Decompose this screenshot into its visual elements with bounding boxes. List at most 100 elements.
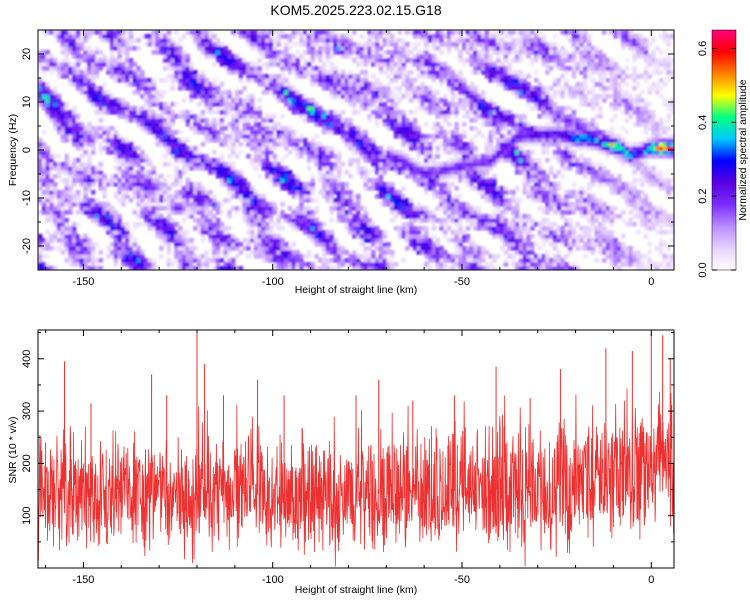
heatmap-cell [473, 58, 478, 63]
heatmap-cell [439, 110, 444, 115]
heatmap-cell [382, 250, 387, 255]
heatmap-cell [242, 210, 247, 215]
heatmap-cell [181, 246, 187, 251]
heatmap-cell [321, 262, 327, 267]
heatmap-cell [117, 78, 122, 83]
heatmap-cell [178, 190, 183, 195]
heatmap-cell [83, 86, 88, 91]
heatmap-cell [374, 226, 380, 231]
heatmap-cell [503, 194, 509, 199]
heatmap-cell [268, 210, 274, 215]
heatmap-cell [151, 126, 156, 131]
heatmap-cell [518, 250, 524, 255]
heatmap-cell [238, 206, 244, 211]
heatmap-cell [412, 86, 418, 91]
heatmap-cell [518, 134, 524, 139]
heatmap-cell [386, 114, 391, 119]
heatmap-cell [276, 82, 281, 87]
heatmap-cell [303, 186, 308, 191]
heatmap-cell [480, 246, 486, 251]
heatmap-cell [318, 118, 323, 123]
heatmap-cell [132, 118, 138, 123]
heatmap-cell [181, 114, 187, 119]
heatmap-cell [128, 30, 134, 35]
heatmap-cell [518, 130, 524, 135]
heatmap-cell [212, 50, 217, 55]
heatmap-cell [147, 194, 153, 199]
heatmap-cell [409, 82, 414, 87]
heatmap-cell [174, 54, 179, 59]
heatmap-cell [484, 34, 490, 39]
heatmap-cell [499, 218, 505, 223]
heatmap-cell [181, 206, 187, 211]
heatmap-cell [136, 82, 141, 87]
heatmap-cell [189, 246, 194, 251]
heatmap-cell [420, 206, 425, 211]
heatmap-cell [280, 210, 285, 215]
heatmap-cell [140, 170, 145, 175]
heatmap-cell [367, 234, 372, 239]
heatmap-cell [204, 34, 209, 39]
heatmap-cell [462, 90, 467, 95]
heatmap-cell [276, 74, 281, 79]
heatmap-cell [484, 70, 490, 75]
heatmap-cell [284, 174, 289, 179]
heatmap-cell [166, 126, 172, 131]
heatmap-cell [215, 122, 221, 127]
heatmap-cell [427, 134, 433, 139]
heatmap-cell [303, 190, 308, 195]
heatmap-cell [75, 142, 81, 147]
heatmap-cell [503, 198, 509, 203]
heatmap-cell [443, 202, 448, 207]
heatmap-cell [503, 78, 509, 83]
heatmap-cell [193, 186, 198, 191]
heatmap-cell [121, 162, 126, 167]
heatmap-cell [484, 38, 490, 43]
heatmap-cell [140, 106, 145, 111]
heatmap-cell [352, 250, 357, 255]
heatmap-cell [53, 186, 58, 191]
heatmap-cell [41, 94, 47, 99]
heatmap-cell [397, 150, 403, 155]
heatmap-cell [155, 102, 160, 107]
heatmap-cell [450, 138, 456, 143]
heatmap-cell [166, 214, 172, 219]
heatmap-cell [132, 186, 138, 191]
heatmap-cell [492, 106, 497, 111]
heatmap-cell [397, 190, 403, 195]
heatmap-cell [197, 150, 202, 155]
heatmap-cell [352, 134, 357, 139]
heatmap-cell [416, 226, 421, 231]
heatmap-cell [79, 146, 85, 151]
heatmap-cell [484, 166, 490, 171]
heatmap-cell [503, 154, 509, 159]
heatmap-cell [151, 78, 156, 83]
heatmap-cell [458, 86, 463, 91]
heatmap-cell [60, 34, 66, 39]
heatmap-cell [469, 82, 474, 87]
heatmap-cell [87, 178, 92, 183]
heatmap-cell [91, 98, 96, 103]
heatmap-cell [227, 170, 232, 175]
heatmap-cell [318, 190, 323, 195]
heatmap-cell [49, 202, 54, 207]
heatmap-cell [359, 266, 365, 270]
heatmap-cell [87, 186, 92, 191]
heatmap-cell [409, 142, 414, 147]
heatmap-cell [363, 158, 368, 163]
heatmap-cell [261, 126, 266, 131]
heatmap-cell [265, 126, 270, 131]
heatmap-cell [72, 138, 77, 143]
heatmap-cell [287, 174, 293, 179]
heatmap-cell [435, 170, 440, 175]
heatmap-cell [155, 126, 160, 131]
heatmap-cell [329, 266, 334, 270]
heatmap-cell [272, 46, 278, 51]
heatmap-cell [189, 158, 194, 163]
heatmap-cell [374, 58, 380, 63]
heatmap-cell [321, 110, 327, 115]
heatmap-cell [318, 78, 323, 83]
heatmap-cell [435, 258, 440, 263]
heatmap-cell [125, 82, 130, 87]
heatmap-cell [306, 206, 312, 211]
